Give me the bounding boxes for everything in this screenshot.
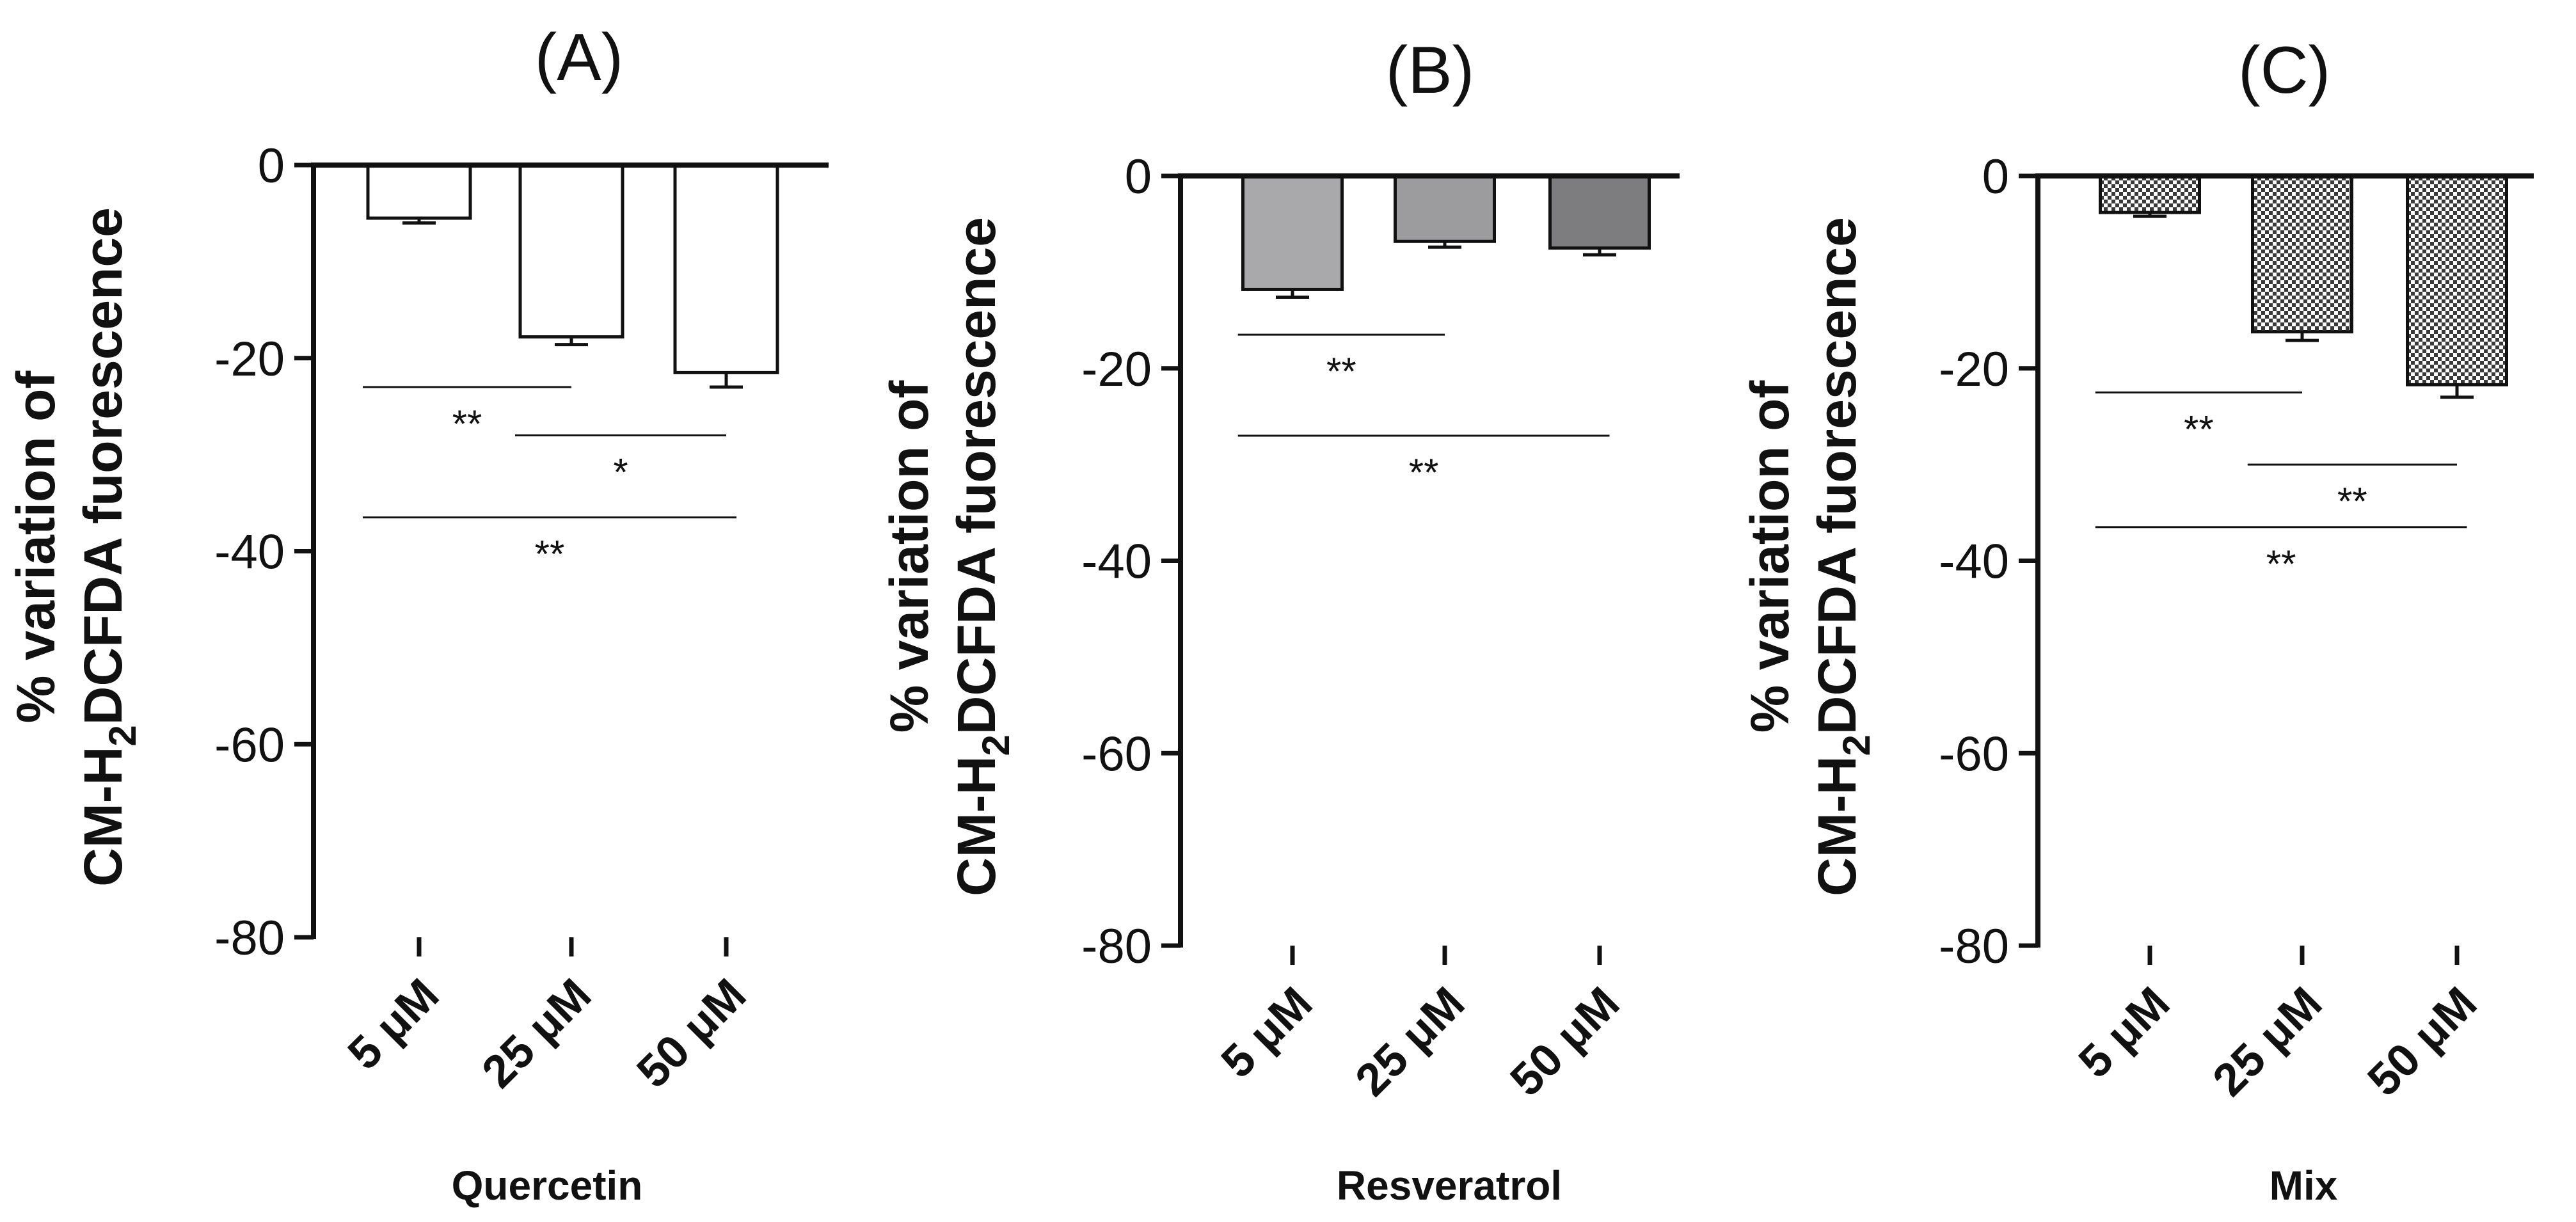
plot-area-a: 0-20-40-60-805 μM 25 μM 50 μM*****: [214, 139, 829, 1098]
category-label-c-1: 25 μM: [2203, 978, 2332, 1106]
panel-b: (B) % variation of CM-H2DCFDA fuorescenc…: [879, 33, 1680, 1209]
y-axis-label-line2-pre-a: CM-H: [73, 747, 133, 887]
bar-c-1: [2251, 174, 2353, 334]
significance-label-c-1: **: [2337, 480, 2367, 523]
y-axis-label-line2-b: CM-H2DCFDA fuorescence: [946, 217, 1017, 896]
y-axis-label-line1-b: % variation of: [879, 380, 939, 733]
significance-label-a-1: *: [613, 450, 628, 493]
category-label-b-2: 50 μM: [1500, 978, 1629, 1106]
x-axis-label-b: Resveratrol: [1337, 1162, 1562, 1209]
y-axis-label-line2-sub-a: 2: [101, 725, 144, 746]
bar-b-2: [1548, 174, 1651, 250]
y-tick-label-c-2: -40: [1939, 535, 2009, 589]
category-label-a-0: 5 μM: [338, 969, 449, 1080]
y-tick-label-c-4: -80: [1939, 919, 2009, 974]
y-tick-label-a-4: -80: [214, 911, 285, 965]
category-label-a-2: 50 μM: [627, 969, 756, 1098]
y-tick-label-a-0: 0: [258, 139, 285, 193]
y-axis-label-line2-a: CM-H2DCFDA fuorescence: [73, 207, 144, 887]
y-tick-label-c-3: -60: [1939, 727, 2009, 781]
y-tick-label-b-1: -20: [1081, 342, 1152, 397]
panel-title-a: (A): [535, 20, 624, 95]
y-axis-label-line2-post-a: DCFDA fuorescence: [73, 207, 133, 725]
bar-a-1: [518, 163, 624, 339]
y-axis-label-line2-sub-c: 2: [1835, 734, 1878, 756]
y-tick-label-c-0: 0: [1982, 150, 2009, 204]
panel-c: (C) % variation of CM-H2DCFDA fuorescenc…: [1740, 33, 2534, 1209]
panel-title-b: (B): [1386, 33, 1475, 107]
x-axis-label-c: Mix: [2270, 1162, 2338, 1209]
significance-label-c-2: **: [2266, 543, 2296, 585]
plot-area-b: 0 -20 -40 -60 -80 5 μM 25 μM 50 μM ** **: [1081, 150, 1680, 1106]
significance-label-a-0: **: [452, 402, 482, 445]
significance-label-b-0: **: [1326, 350, 1356, 393]
y-tick-label-b-0: 0: [1125, 150, 1152, 204]
bar-c-0: [2099, 174, 2201, 214]
bar-a-2: [673, 163, 779, 374]
x-axis-label-a: Quercetin: [452, 1162, 643, 1209]
category-label-b-0: 5 μM: [1212, 978, 1323, 1088]
y-axis-label-line2-pre-c: CM-H: [1807, 756, 1867, 896]
y-tick-label-b-2: -40: [1081, 535, 1152, 589]
y-axis-label-line2-pre-b: CM-H: [946, 756, 1006, 896]
y-tick-label-a-1: -20: [214, 332, 285, 386]
category-label-c-2: 50 μM: [2358, 978, 2486, 1106]
category-label-a-1: 25 μM: [472, 969, 601, 1098]
panel-title-c: (C): [2238, 33, 2330, 107]
significance-label-a-2: **: [535, 533, 565, 576]
y-axis-label-line2-post-c: DCFDA fuorescence: [1807, 217, 1867, 734]
category-label-c-0: 5 μM: [2069, 978, 2180, 1088]
significance-label-b-1: **: [1409, 451, 1439, 494]
y-tick-label-b-3: -60: [1081, 727, 1152, 781]
y-axis-label-line2-c: CM-H2DCFDA fuorescence: [1807, 217, 1878, 896]
y-axis-label-line2-post-b: DCFDA fuorescence: [946, 217, 1006, 734]
y-tick-label-a-3: -60: [214, 718, 285, 772]
bar-b-0: [1241, 174, 1344, 291]
bar-c-2: [2406, 174, 2508, 386]
panel-a: (A) % variation of CM-H2DCFDA fuorescenc…: [6, 20, 829, 1209]
y-tick-label-c-1: -20: [1939, 342, 2009, 397]
y-axis-label-line1-a: % variation of: [6, 370, 66, 724]
y-tick-label-b-4: -80: [1081, 919, 1152, 974]
y-axis-label-line2-sub-b: 2: [974, 734, 1017, 756]
plot-area-c: 0 -20 -40 -60 -80 5 μM 25 μM 50 μM ** ** **: [1939, 150, 2534, 1106]
bar-a-0: [366, 163, 472, 220]
y-tick-label-a-2: -40: [214, 525, 285, 580]
significance-label-c-0: **: [2184, 408, 2214, 450]
bar-b-1: [1394, 174, 1496, 243]
y-axis-label-line1-c: % variation of: [1740, 380, 1800, 733]
category-label-b-1: 25 μM: [1346, 978, 1474, 1106]
